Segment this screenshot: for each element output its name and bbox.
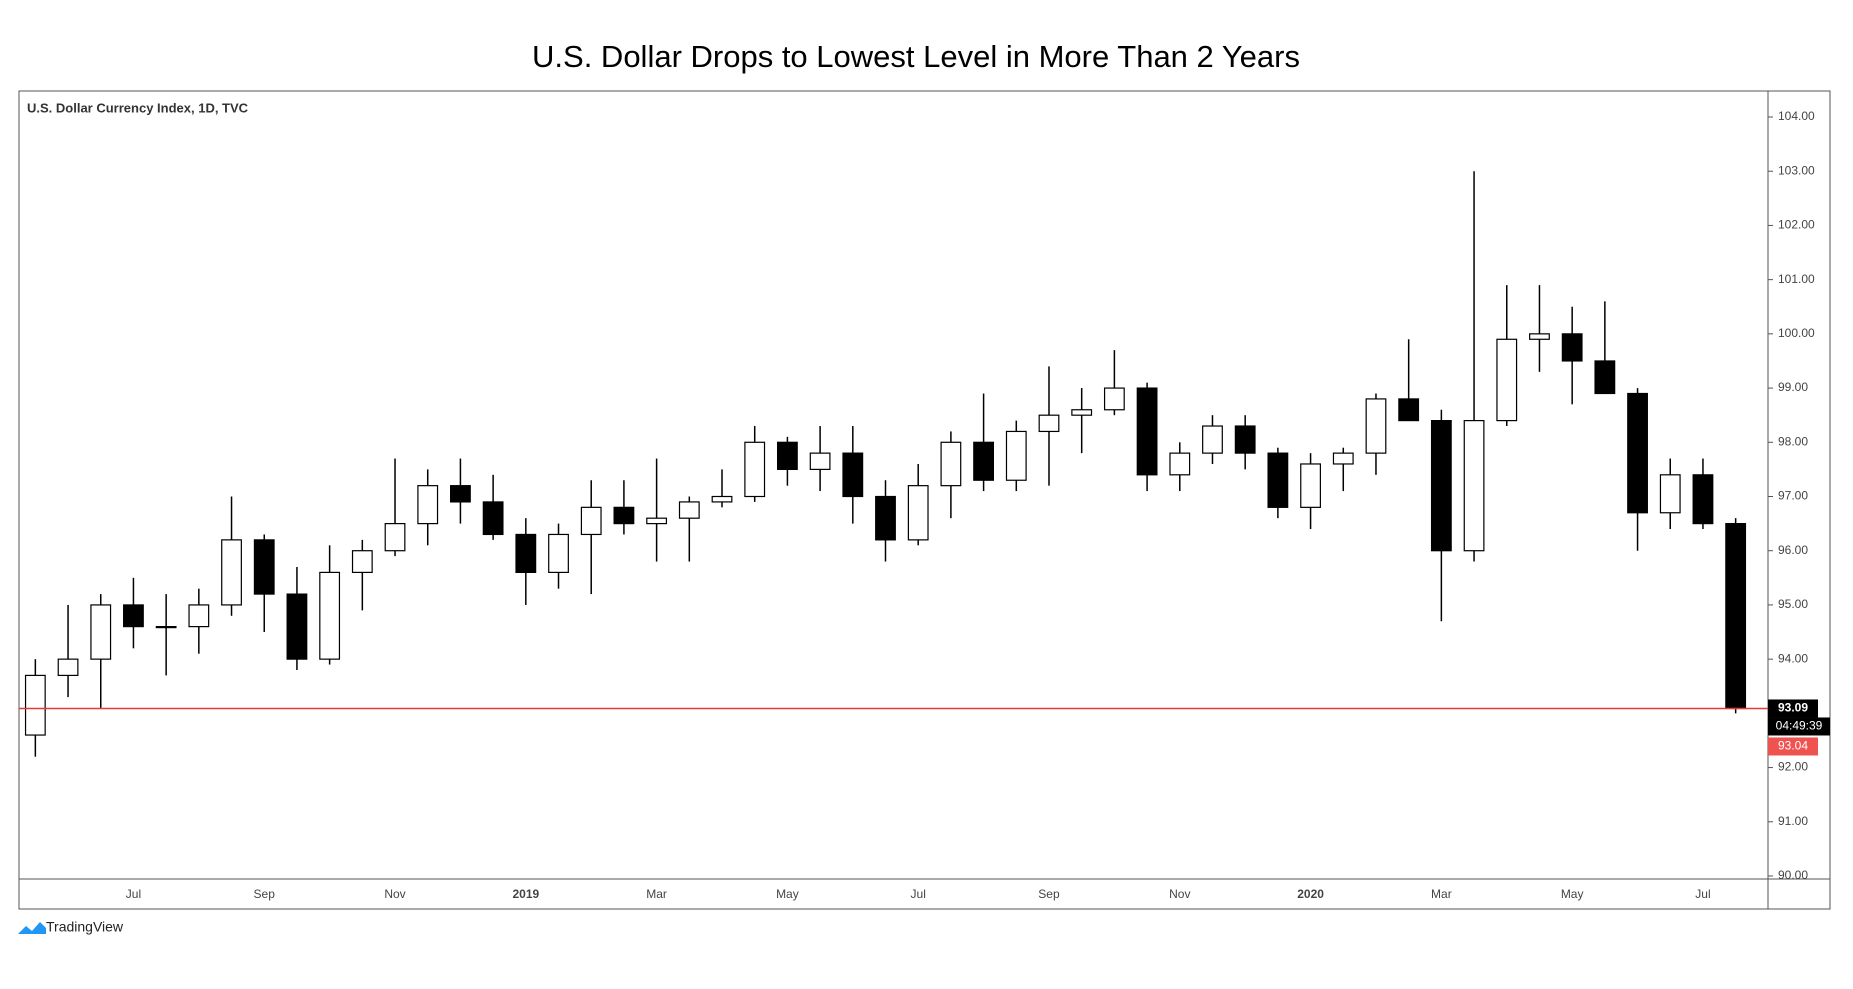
y-tick-label: 90.00 [1778,868,1808,882]
x-tick-label: Jul [1695,887,1710,901]
candle-body [1202,425,1223,454]
candle-body [24,674,46,736]
candle-body [384,523,406,552]
candle-body [90,604,112,660]
candle-body [1561,333,1583,362]
candle-body [1169,452,1191,476]
candle-body [678,501,700,519]
x-tick-label: May [776,887,799,901]
candle-body [253,539,275,595]
candle-body [1463,420,1485,552]
x-tick-label: Jul [126,887,141,901]
candle-body [1005,430,1027,481]
candle-body [123,604,144,628]
candle-body [1659,474,1681,514]
candle-body [580,506,602,536]
candle-body [319,571,341,660]
x-tick-label: Nov [1169,887,1190,901]
last-price-label: 93.09 [1778,701,1808,715]
candle-body [1725,523,1747,710]
x-tick-label: Sep [254,887,276,901]
candle-body [776,441,798,470]
candle-body [875,495,896,541]
candle-body [450,485,471,503]
y-tick-label: 99.00 [1778,380,1808,394]
brand: TradingView [46,919,124,935]
candle-body [1136,387,1158,476]
candle-body [351,550,373,574]
x-tick-label: Mar [646,887,667,901]
y-tick-label: 102.00 [1778,218,1815,232]
y-tick-label: 98.00 [1778,434,1808,448]
candle-body [973,441,995,481]
candle-body [1300,463,1321,508]
candle-body [1496,338,1518,422]
candle-body [286,593,308,660]
x-tick-label: 2019 [512,887,539,901]
y-tick-label: 92.00 [1778,760,1808,774]
candle-body [646,517,668,525]
x-tick-label: Sep [1038,887,1060,901]
candle-body [613,506,635,525]
frame [18,90,1831,910]
y-tick-label: 96.00 [1778,543,1808,557]
candle-body [1692,474,1714,525]
x-tick-label: May [1561,887,1584,901]
candle-body [1267,452,1289,508]
candle-body [188,604,210,628]
y-tick-label: 101.00 [1778,272,1815,286]
candle-body [1529,333,1550,340]
y-tick-label: 94.00 [1778,651,1808,665]
candle-body [940,441,962,487]
countdown-box [1768,717,1830,736]
candle-body [548,533,569,574]
candle-body [1365,398,1387,454]
brand-logo: TradingView [18,919,124,935]
y-tick-label: 104.00 [1778,109,1815,123]
candle-body [515,533,537,574]
marker-price-box [1768,737,1818,756]
candle-body [1234,425,1256,454]
candle-body [57,658,79,677]
y-tick-label: 91.00 [1778,814,1808,828]
candle-body [482,501,504,536]
marker-price-label: 93.04 [1778,739,1808,753]
candle-body [1038,414,1060,433]
candle-body [1103,387,1125,411]
candle-body [155,626,177,629]
x-tick-label: Mar [1431,887,1452,901]
candle-body [1627,392,1648,514]
symbol-label: U.S. Dollar Currency Index, 1D, TVC [27,100,249,115]
y-tick-label: 100.00 [1778,326,1815,340]
y-tick-label: 97.00 [1778,489,1808,503]
candle-body [417,485,439,525]
candle-body [809,452,831,470]
x-tick-label: Jul [911,887,926,901]
logo-icon [18,922,46,934]
x-tick-label: 2020 [1297,887,1324,901]
candle-body [842,452,864,498]
candle-body [907,485,929,541]
y-tick-label: 103.00 [1778,163,1815,177]
candle-body [1071,409,1093,416]
countdown-label: 04:49:39 [1776,719,1823,733]
candle-body [1594,360,1616,395]
chart-title: U.S. Dollar Drops to Lowest Level in Mor… [532,39,1300,74]
candle-body [1398,398,1420,422]
candle-body [1332,452,1354,465]
y-tick-label: 95.00 [1778,597,1808,611]
candle-body [744,441,766,498]
last-price-box [1768,699,1818,718]
x-tick-label: Nov [384,887,405,901]
candle-body [221,539,242,606]
candle-body [1430,420,1452,552]
candle-body [711,495,733,503]
